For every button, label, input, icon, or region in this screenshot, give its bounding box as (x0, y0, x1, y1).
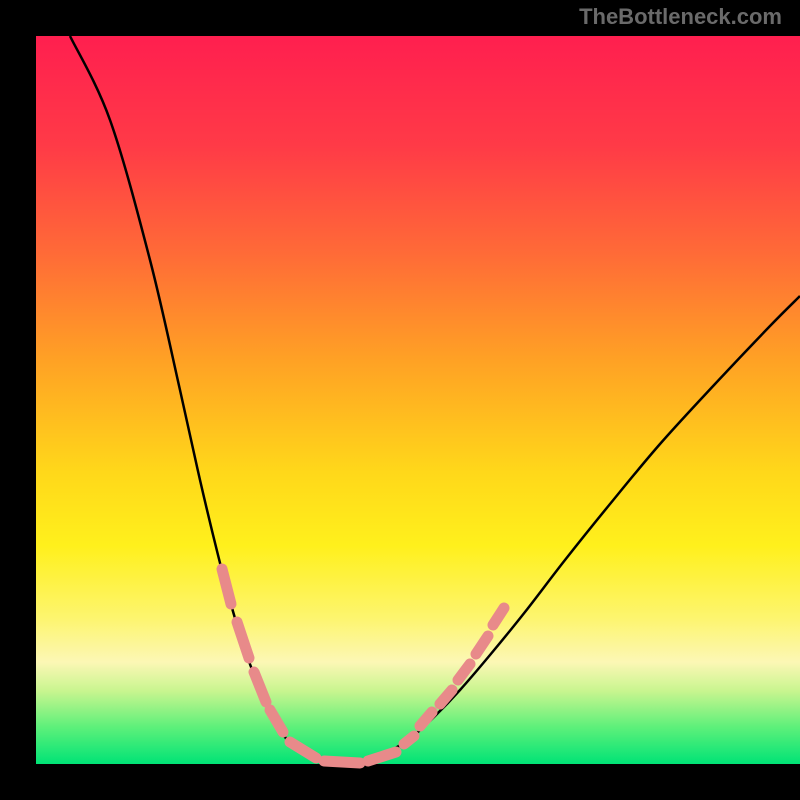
chart-svg (0, 0, 800, 800)
marker-dash (404, 736, 414, 744)
bottleneck-curve-chart (0, 0, 800, 800)
marker-dash (324, 761, 360, 763)
chart-gradient-background (36, 36, 800, 764)
watermark: TheBottleneck.com (579, 4, 782, 30)
